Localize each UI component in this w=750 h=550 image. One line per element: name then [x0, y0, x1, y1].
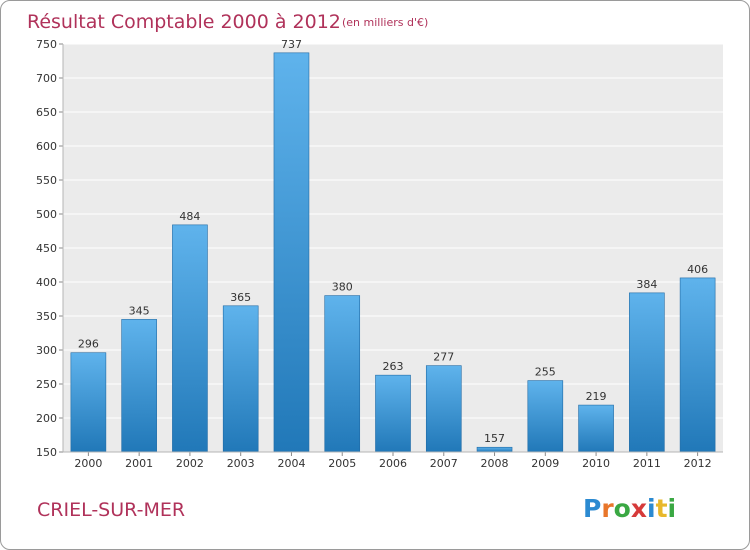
- bar-2003: [222, 305, 259, 453]
- x-axis-ticks: 2000 2001 2002 2003 2004 2005 2006 2007 2008 2009…: [74, 452, 712, 470]
- y-tick-label: 500: [36, 208, 57, 221]
- x-tick-label-2005: 2005: [328, 457, 356, 470]
- x-tick-label-2012: 2012: [684, 457, 712, 470]
- bar-2001: [121, 319, 157, 453]
- chart-title: Résultat Comptable 2000 à 2012: [27, 11, 341, 33]
- bar-2004: [273, 52, 310, 453]
- data-label-2006: 263: [383, 360, 404, 373]
- bar-2009: [527, 380, 564, 453]
- y-tick-label: 200: [36, 412, 57, 425]
- location-name: CRIEL-SUR-MER: [37, 499, 185, 521]
- y-tick-label: 400: [36, 276, 57, 289]
- x-tick-label-2003: 2003: [227, 457, 255, 470]
- data-label-2004: 737: [281, 38, 302, 51]
- svg-text:Proxiti: Proxiti: [583, 494, 676, 523]
- data-labels: 296 345 484 365 737 380 263 277 157 255 219 384 406: [78, 38, 708, 445]
- x-tick-label-2010: 2010: [582, 457, 610, 470]
- data-label-2000: 296: [78, 338, 99, 351]
- x-tick-label-2001: 2001: [125, 457, 153, 470]
- x-tick-label-2000: 2000: [74, 457, 102, 470]
- y-tick-label: 650: [36, 106, 57, 119]
- y-tick-label: 250: [36, 378, 57, 391]
- y-tick-label: 700: [36, 72, 57, 85]
- bar-2005: [324, 295, 361, 453]
- data-label-2001: 345: [129, 304, 150, 317]
- data-label-2003: 365: [230, 291, 251, 304]
- proxiti-logo: Proxiti: [583, 494, 676, 523]
- x-tick-label-2002: 2002: [176, 457, 204, 470]
- y-tick-label: 150: [36, 446, 57, 459]
- bar-2002: [172, 224, 208, 453]
- bar-2006: [375, 374, 411, 453]
- bars: [70, 52, 716, 453]
- y-tick-label: 450: [36, 242, 57, 255]
- x-tick-label-2011: 2011: [633, 457, 661, 470]
- data-label-2009: 255: [535, 366, 556, 379]
- x-tick-label-2004: 2004: [277, 457, 305, 470]
- bar-2012: [679, 277, 716, 453]
- x-tick-label-2009: 2009: [531, 457, 559, 470]
- bar-2000: [70, 352, 107, 453]
- data-label-2012: 406: [687, 263, 708, 276]
- data-label-2005: 380: [332, 281, 353, 294]
- data-label-2008: 157: [484, 432, 505, 445]
- data-label-2010: 219: [586, 390, 607, 403]
- y-tick-label: 550: [36, 174, 57, 187]
- data-label-2002: 484: [179, 210, 200, 223]
- y-tick-label: 300: [36, 344, 57, 357]
- chart-unit: (en milliers d'€): [342, 16, 428, 29]
- bar-2010: [578, 404, 614, 453]
- bar-2011: [629, 292, 665, 453]
- bar-2007: [425, 365, 462, 453]
- bar-2008: [476, 446, 513, 453]
- data-label-2011: 384: [636, 278, 657, 291]
- y-tick-label: 600: [36, 140, 57, 153]
- x-tick-label-2008: 2008: [481, 457, 509, 470]
- y-axis-ticks: 150 200 250 300 350 400 450 500 550 600 650 700 750: [36, 38, 57, 459]
- x-tick-label-2007: 2007: [430, 457, 458, 470]
- x-tick-label-2006: 2006: [379, 457, 407, 470]
- y-tick-label: 350: [36, 310, 57, 323]
- data-label-2007: 277: [433, 351, 454, 364]
- y-tick-label: 750: [36, 38, 57, 51]
